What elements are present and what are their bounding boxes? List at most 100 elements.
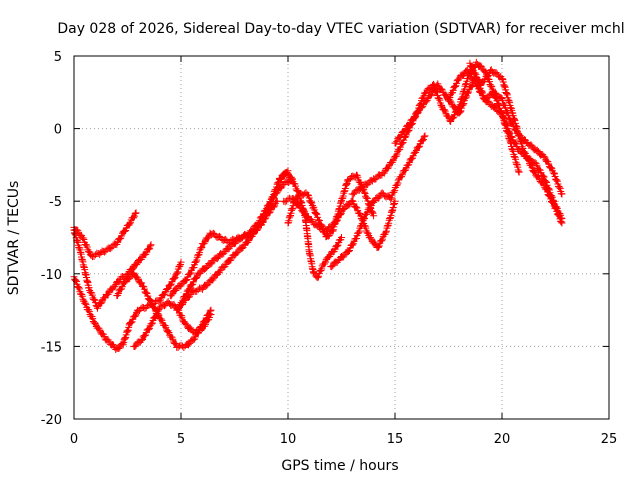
data-point (193, 287, 201, 295)
data-point (558, 219, 566, 227)
x-tick-label: 10 (280, 432, 297, 447)
data-point (391, 197, 399, 205)
x-axis-label: GPS time / hours (281, 458, 398, 474)
data-point (262, 210, 270, 218)
data-point (391, 186, 399, 194)
x-tick-label: 15 (387, 432, 404, 447)
axis-ticks: 0 5 10 15 20 25 -20 -15 -10 -5 0 5 (41, 50, 618, 447)
data-point (85, 306, 93, 314)
data-point (464, 89, 472, 97)
y-tick-label: 0 (54, 123, 62, 138)
data-point (422, 98, 430, 106)
data-point (431, 86, 439, 94)
data-point (88, 291, 96, 299)
series-track-12 (327, 132, 429, 271)
data-point (288, 175, 296, 183)
data-point (503, 108, 511, 116)
x-tick-label: 20 (494, 432, 511, 447)
data-point (147, 241, 155, 249)
data-point (237, 235, 245, 243)
data-point (184, 341, 192, 349)
data-point (318, 222, 326, 230)
data-point (449, 114, 457, 122)
data-point (394, 179, 402, 187)
data-point (354, 173, 362, 181)
data-point (155, 311, 163, 319)
data-point (131, 209, 139, 217)
data-point (556, 185, 564, 193)
data-point (283, 168, 291, 176)
data-point (358, 220, 366, 228)
data-point (291, 182, 299, 190)
data-point (375, 243, 383, 251)
data-point (366, 234, 374, 242)
data-point (141, 332, 149, 340)
data-point (304, 191, 312, 199)
data-point (483, 95, 491, 103)
data-point (87, 252, 95, 260)
data-point (90, 296, 98, 304)
data-point (435, 95, 443, 103)
data-point (388, 158, 396, 166)
data-point (83, 243, 91, 251)
data-point (164, 327, 172, 335)
data-point (182, 276, 190, 284)
data-point (173, 269, 181, 277)
data-point (281, 198, 289, 206)
data-point (200, 240, 208, 248)
data-point (177, 258, 185, 266)
data-point (118, 339, 126, 347)
data-point (97, 300, 105, 308)
data-point (220, 249, 228, 257)
data-point (192, 274, 200, 282)
data-point (451, 82, 459, 90)
data-point (151, 313, 159, 321)
data-point (130, 214, 138, 222)
data-point (133, 261, 141, 269)
data-point (314, 274, 322, 282)
data-point (116, 235, 124, 243)
data-point (427, 92, 435, 100)
data-point (188, 281, 196, 289)
data-point (201, 317, 209, 325)
data-point (276, 176, 284, 184)
data-point (529, 168, 537, 176)
data-point (398, 139, 406, 147)
data-point (468, 63, 476, 71)
series-track-15 (445, 66, 566, 198)
data-point (262, 211, 270, 219)
data-point (193, 256, 201, 264)
data-point (521, 148, 529, 156)
data-point (487, 82, 495, 90)
data-point (167, 292, 175, 300)
data-point (196, 249, 204, 257)
data-point (547, 164, 555, 172)
data-point (542, 185, 550, 193)
data-point (137, 336, 145, 344)
data-point (194, 329, 202, 337)
data-point (91, 319, 99, 327)
data-point (456, 108, 464, 116)
data-point (181, 320, 189, 328)
data-point (524, 155, 532, 163)
series-track-5 (113, 269, 215, 351)
data-point (418, 104, 426, 112)
data-point (154, 310, 162, 318)
data-point (530, 167, 538, 175)
data-point (459, 101, 467, 109)
data-point (477, 88, 485, 96)
data-point (545, 192, 553, 200)
data-point (539, 172, 547, 180)
data-point (277, 184, 285, 192)
x-tick-label: 0 (70, 432, 78, 447)
data-point (192, 258, 200, 266)
data-point (338, 234, 345, 241)
data-point (80, 235, 88, 243)
y-tick-label: -15 (41, 340, 62, 355)
x-tick-label: 25 (601, 432, 618, 447)
data-point (213, 255, 221, 263)
data-point (440, 106, 448, 114)
data-point (197, 244, 205, 252)
data-point (243, 233, 251, 241)
